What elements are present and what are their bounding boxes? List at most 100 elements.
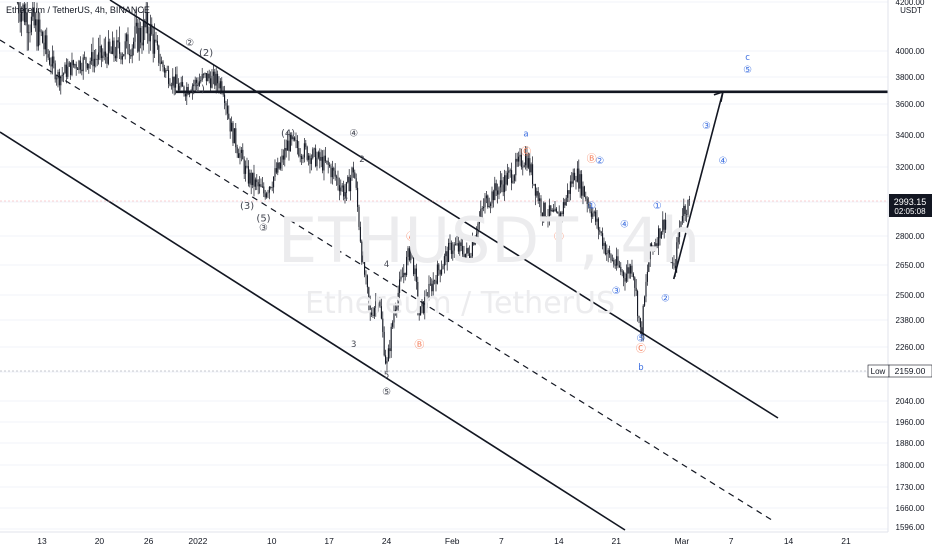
candle [520, 148, 522, 170]
candle [98, 37, 100, 65]
candle [480, 200, 482, 221]
candle [656, 237, 658, 249]
candle [490, 201, 492, 214]
downtrend-channel [0, 0, 779, 531]
candle [274, 159, 276, 181]
candle [532, 156, 534, 189]
candle [81, 62, 83, 76]
candle [651, 242, 653, 251]
wave-label: Ⓑ [414, 339, 424, 351]
candle [114, 46, 116, 62]
candle [519, 147, 521, 166]
candle [249, 169, 251, 188]
candle [547, 208, 549, 228]
candle [632, 272, 634, 281]
candle [68, 60, 70, 68]
candle [18, 2, 20, 23]
candle [422, 301, 424, 315]
candle [281, 148, 283, 171]
candle [487, 194, 489, 209]
candle [603, 237, 605, 254]
candle [680, 221, 682, 229]
candle [278, 161, 280, 170]
candle [540, 195, 542, 220]
candle [417, 276, 419, 316]
candle [306, 145, 308, 162]
candle [303, 138, 305, 163]
candle [224, 85, 226, 110]
candle [299, 148, 301, 163]
candle [254, 177, 256, 191]
candle [51, 45, 53, 75]
candle [627, 260, 629, 282]
candle [588, 197, 590, 209]
candle [267, 189, 269, 199]
candle [593, 210, 595, 217]
candle [574, 168, 576, 181]
wave-label: ③ [612, 286, 621, 297]
candle [575, 175, 577, 190]
wave-label: ⑤ [636, 333, 645, 344]
candle [435, 275, 437, 292]
candle [613, 257, 615, 268]
candle [669, 228, 671, 243]
candle [527, 152, 529, 170]
candle [667, 221, 669, 239]
candle [536, 187, 538, 198]
candle [569, 175, 571, 201]
candle [344, 183, 346, 204]
candle [581, 170, 583, 199]
candle [564, 198, 566, 209]
candle [36, 2, 38, 51]
wave-label: 5 [384, 371, 389, 381]
candle [326, 160, 328, 165]
candle [89, 57, 91, 69]
candle [40, 29, 42, 37]
price-axis[interactable]: 4200.00 4000.00 3800.00 3600.00 3400.00 3200.… [896, 0, 925, 532]
candle [266, 191, 268, 199]
candle [686, 209, 688, 223]
candle [43, 30, 45, 57]
candle [194, 76, 196, 92]
candle [140, 21, 142, 49]
candle [323, 149, 325, 181]
candle [491, 186, 493, 209]
candle [623, 270, 625, 287]
wave-label: (4) [281, 129, 295, 140]
time-axis[interactable]: 13 20 26 2022 10 17 24 Feb 7 14 21 Mar 7 14 21 [37, 536, 851, 546]
candle [516, 152, 518, 167]
candle [495, 179, 497, 197]
candle [585, 191, 587, 202]
candle [599, 226, 601, 235]
candle [543, 201, 545, 223]
price-tick-label: 2380.00 [896, 316, 925, 325]
candle [513, 174, 515, 184]
candle [226, 99, 228, 121]
watermark-name: Ethereum / TetherUS [305, 286, 615, 321]
candle [175, 66, 177, 95]
candle [158, 44, 160, 67]
candle [673, 255, 675, 270]
candle [170, 82, 172, 90]
candle [397, 285, 399, 313]
candle [541, 212, 543, 226]
candle [268, 185, 270, 200]
candle [554, 200, 556, 212]
candle [618, 260, 620, 269]
candle [648, 255, 650, 273]
candle [641, 321, 643, 342]
candle [142, 8, 144, 51]
candle [172, 68, 174, 94]
candle [225, 100, 227, 116]
price-tick-label: 4000.00 [896, 47, 925, 56]
candle [214, 68, 216, 90]
candle [502, 176, 504, 197]
candle [177, 78, 179, 91]
candle [88, 63, 90, 74]
candle [49, 50, 51, 66]
candle [364, 248, 366, 278]
candle [168, 65, 170, 89]
wave-label: ④ [349, 129, 358, 140]
chart-header: Ethereum / TetherUS, 4h, BINANCE [6, 5, 150, 15]
